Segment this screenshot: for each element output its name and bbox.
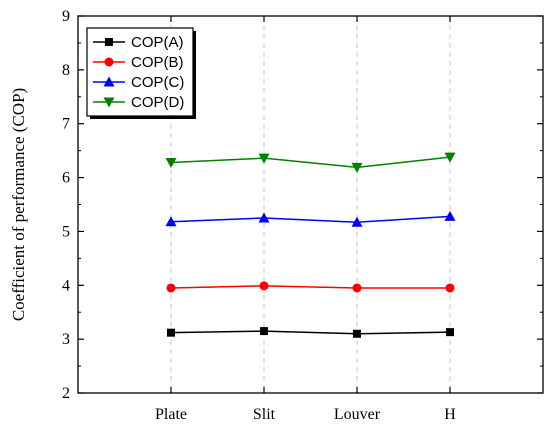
legend-marker — [103, 97, 115, 108]
data-point — [353, 329, 361, 338]
data-point — [165, 216, 177, 227]
y-axis-label: Coefficient of performance (COP) — [9, 88, 28, 321]
data-point — [445, 283, 455, 293]
legend-marker — [103, 76, 115, 87]
grid — [170, 16, 451, 393]
data-point — [260, 327, 268, 336]
series-copd — [165, 152, 456, 173]
series-line — [170, 285, 450, 289]
y-tick-label: 5 — [62, 223, 70, 240]
series-copa — [167, 327, 454, 338]
y-tick-label: 7 — [62, 116, 70, 133]
y-tick-label: 4 — [62, 277, 70, 294]
series-copc — [165, 210, 456, 227]
series — [165, 152, 456, 338]
data-point — [259, 281, 269, 291]
legend-item: COP(B) — [93, 54, 184, 71]
data-point — [352, 283, 362, 293]
legend-label: COP(C) — [131, 74, 184, 91]
data-point — [351, 216, 363, 227]
legend-marker — [105, 38, 113, 46]
legend-item: COP(C) — [93, 74, 184, 91]
y-tick-label: 3 — [62, 331, 70, 348]
data-point — [351, 162, 363, 173]
legend: COP(A) COP(B) COP(C) COP(D) — [86, 27, 196, 119]
data-point — [444, 210, 456, 221]
series-line — [170, 156, 451, 169]
x-tick-label: Slit — [253, 406, 276, 423]
x-tick-label: Louver — [334, 406, 381, 423]
series-line — [170, 215, 451, 224]
axis-ticks: 2 3 4 5 6 7 8 9 Plate Slit Louver H — [62, 8, 543, 423]
data-point — [166, 283, 176, 293]
legend-marker — [104, 57, 114, 67]
legend-label: COP(D) — [131, 94, 184, 111]
data-point — [444, 152, 456, 163]
data-point — [167, 328, 175, 337]
series-copb — [166, 281, 455, 293]
data-point — [165, 157, 177, 168]
legend-item: COP(A) — [93, 34, 184, 51]
series-line — [170, 330, 451, 335]
data-point — [258, 153, 270, 164]
legend-item: COP(D) — [93, 94, 184, 111]
legend-label: COP(B) — [131, 54, 184, 71]
x-tick-label: H — [444, 406, 456, 423]
y-tick-label: 8 — [62, 62, 70, 79]
x-tick-label: Plate — [155, 406, 187, 423]
legend-label: COP(A) — [131, 34, 184, 51]
y-tick-label: 9 — [62, 8, 70, 25]
data-point — [258, 212, 270, 223]
y-tick-label: 6 — [62, 170, 70, 187]
data-point — [446, 328, 454, 337]
y-tick-label: 2 — [62, 385, 70, 402]
